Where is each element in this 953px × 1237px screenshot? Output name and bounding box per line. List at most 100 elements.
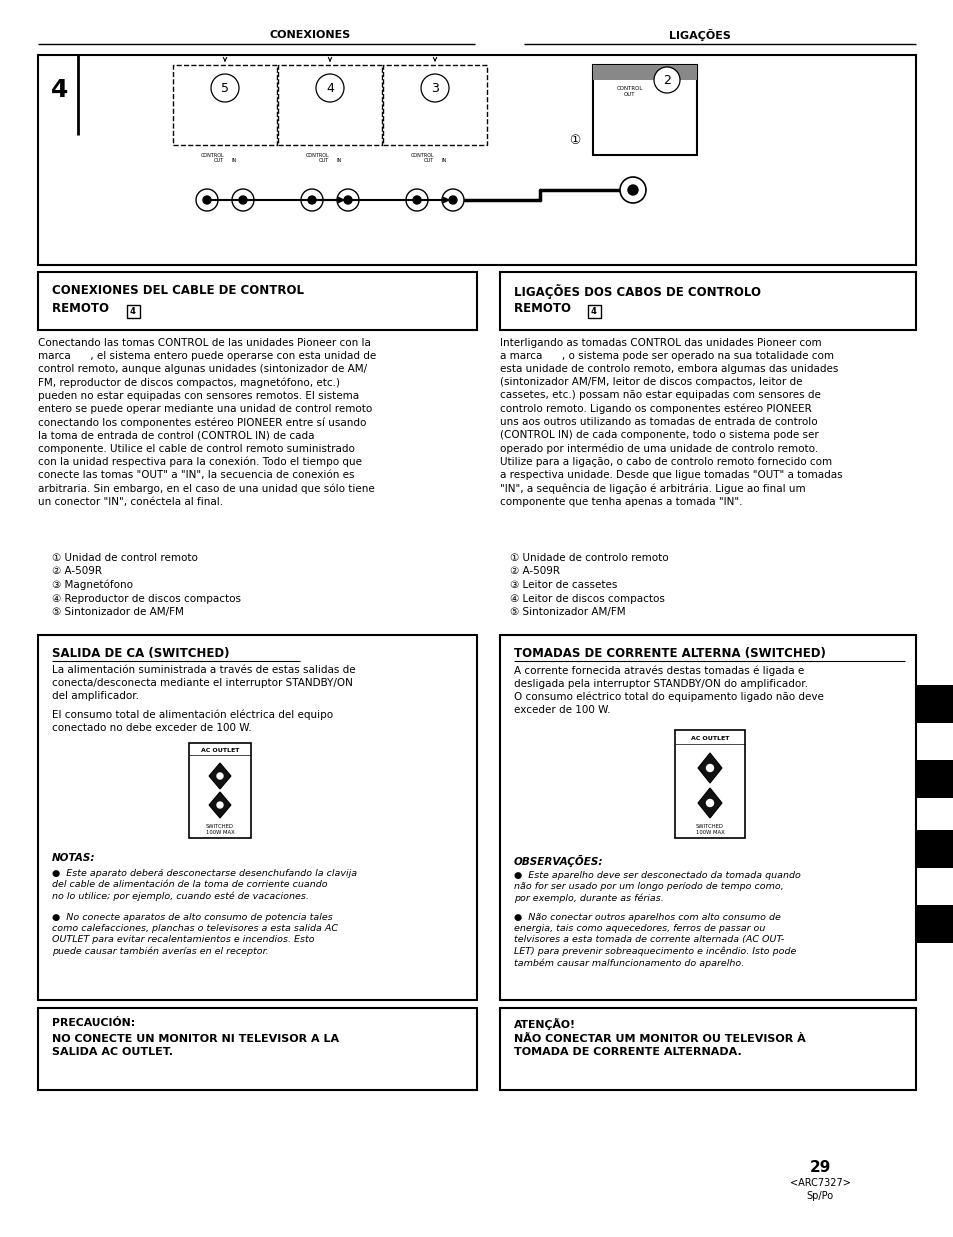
Bar	[499, 272, 915, 330]
Polygon shape	[698, 753, 721, 783]
Text: CONTROL: CONTROL	[617, 85, 642, 90]
Text: ⑤ Sintonizador de AM/FM: ⑤ Sintonizador de AM/FM	[52, 607, 184, 617]
Text: ③ Leitor de cassetes: ③ Leitor de cassetes	[510, 580, 617, 590]
Text: ①: ①	[569, 134, 580, 146]
Circle shape	[216, 773, 223, 779]
Circle shape	[239, 195, 247, 204]
Text: 3: 3	[431, 82, 438, 94]
Text: 4: 4	[130, 307, 135, 315]
Text: REMOTO: REMOTO	[52, 302, 113, 315]
Text: IN: IN	[232, 158, 236, 163]
Circle shape	[441, 189, 463, 212]
Circle shape	[315, 74, 344, 101]
Text: ●  Este aparelho deve ser desconectado da tomada quando
não for ser usado por um: ● Este aparelho deve ser desconectado da…	[514, 871, 800, 903]
Text: <ARC7327>: <ARC7327>	[789, 1178, 849, 1188]
Bar	[38, 272, 476, 330]
Text: CONTROL: CONTROL	[201, 153, 225, 158]
Text: OUT: OUT	[318, 158, 329, 163]
Text: ④ Reproductor de discos compactos: ④ Reproductor de discos compactos	[52, 594, 241, 604]
Bar	[915, 685, 953, 722]
Text: OUT: OUT	[213, 158, 224, 163]
Circle shape	[420, 74, 449, 101]
Polygon shape	[698, 788, 721, 818]
Text: ④ Leitor de discos compactos: ④ Leitor de discos compactos	[510, 594, 664, 604]
Text: Interligando as tomadas CONTROL das unidades Pioneer com
a marca      , o sistem: Interligando as tomadas CONTROL das unid…	[499, 338, 841, 506]
Text: ⑤ Sintonizador AM/FM: ⑤ Sintonizador AM/FM	[510, 607, 625, 617]
Text: 2: 2	[662, 73, 670, 87]
Bar	[38, 54, 915, 265]
Bar	[127, 306, 140, 318]
Text: 29: 29	[808, 1160, 830, 1175]
Circle shape	[211, 74, 239, 101]
Bar	[915, 905, 953, 943]
Text: ●  Não conectar outros aparelhos com alto consumo de
energia, tais como aquecedo: ● Não conectar outros aparelhos com alto…	[514, 913, 796, 969]
Bar	[277, 66, 381, 145]
Bar	[915, 830, 953, 868]
Text: OUT: OUT	[623, 93, 635, 98]
Text: ●  Este aparato deberá desconectarse desenchufando la clavija
del cable de alime: ● Este aparato deberá desconectarse dese…	[52, 870, 356, 901]
Text: A corrente fornecida através destas tomadas é ligada e
desligada pela interrupto: A corrente fornecida através destas toma…	[514, 666, 823, 715]
Bar	[675, 730, 744, 837]
Text: El consumo total de alimentación eléctrica del equipo
conectado no debe exceder : El consumo total de alimentación eléctri…	[52, 709, 333, 732]
Text: 100W MAX: 100W MAX	[206, 830, 234, 835]
Text: IN: IN	[441, 158, 446, 163]
Text: LIGAÇÕES DOS CABOS DE CONTROLO: LIGAÇÕES DOS CABOS DE CONTROLO	[514, 285, 760, 299]
Bar	[593, 66, 697, 155]
Text: ② A-509R: ② A-509R	[52, 567, 102, 576]
Circle shape	[654, 67, 679, 93]
Circle shape	[216, 802, 223, 808]
Text: ① Unidad de control remoto: ① Unidad de control remoto	[52, 553, 197, 563]
Text: SWITCHED: SWITCHED	[696, 824, 723, 829]
Text: REMOTO: REMOTO	[514, 302, 575, 315]
Text: 4: 4	[51, 78, 69, 101]
Circle shape	[232, 189, 253, 212]
Text: ① Unidade de controlo remoto: ① Unidade de controlo remoto	[510, 553, 668, 563]
Text: ATENÇÃO!: ATENÇÃO!	[514, 1018, 576, 1030]
Circle shape	[301, 189, 323, 212]
Bar	[38, 635, 476, 999]
Circle shape	[195, 189, 218, 212]
Text: CONEXIONES: CONEXIONES	[269, 30, 351, 40]
Text: SALIDA DE CA (SWITCHED): SALIDA DE CA (SWITCHED)	[52, 647, 230, 661]
Bar	[915, 760, 953, 798]
Text: La alimentación suministrada a través de estas salidas de
conecta/desconecta med: La alimentación suministrada a través de…	[52, 666, 355, 701]
Circle shape	[336, 189, 358, 212]
Text: TOMADAS DE CORRENTE ALTERNA (SWITCHED): TOMADAS DE CORRENTE ALTERNA (SWITCHED)	[514, 647, 825, 661]
Text: ② A-509R: ② A-509R	[510, 567, 559, 576]
Circle shape	[203, 195, 211, 204]
Bar	[587, 306, 600, 318]
Text: CONTROL: CONTROL	[306, 153, 330, 158]
Bar	[499, 1008, 915, 1090]
Text: AC OUTLET: AC OUTLET	[200, 747, 239, 752]
Text: OBSERVAÇÕES:: OBSERVAÇÕES:	[514, 855, 603, 867]
Polygon shape	[209, 763, 231, 789]
Circle shape	[449, 195, 456, 204]
Bar	[499, 635, 915, 999]
Text: 100W MAX: 100W MAX	[695, 830, 723, 835]
Text: 5: 5	[221, 82, 229, 94]
Text: IN: IN	[336, 158, 341, 163]
Circle shape	[706, 799, 713, 807]
Text: Conectando las tomas CONTROL de las unidades Pioneer con la
marca      , el sist: Conectando las tomas CONTROL de las unid…	[38, 338, 375, 507]
Text: SWITCHED: SWITCHED	[206, 824, 233, 829]
Text: NO CONECTE UN MONITOR NI TELEVISOR A LA
SALIDA AC OUTLET.: NO CONECTE UN MONITOR NI TELEVISOR A LA …	[52, 1034, 338, 1058]
Circle shape	[413, 195, 420, 204]
Text: Sp/Po: Sp/Po	[805, 1191, 833, 1201]
Text: AC OUTLET: AC OUTLET	[690, 736, 728, 741]
Bar	[593, 66, 697, 80]
Text: 4: 4	[326, 82, 334, 94]
Text: CONTROL: CONTROL	[411, 153, 435, 158]
Text: OUT: OUT	[423, 158, 434, 163]
Polygon shape	[209, 792, 231, 818]
Bar	[172, 66, 276, 145]
Circle shape	[344, 195, 352, 204]
Circle shape	[627, 186, 638, 195]
Bar	[38, 1008, 476, 1090]
Text: ●  No conecte aparatos de alto consumo de potencia tales
como calefacciones, pla: ● No conecte aparatos de alto consumo de…	[52, 913, 337, 956]
Bar	[382, 66, 486, 145]
Circle shape	[406, 189, 428, 212]
Text: 4: 4	[591, 307, 597, 315]
Bar	[189, 743, 251, 837]
Text: NOTAS:: NOTAS:	[52, 854, 95, 863]
Circle shape	[619, 177, 645, 203]
